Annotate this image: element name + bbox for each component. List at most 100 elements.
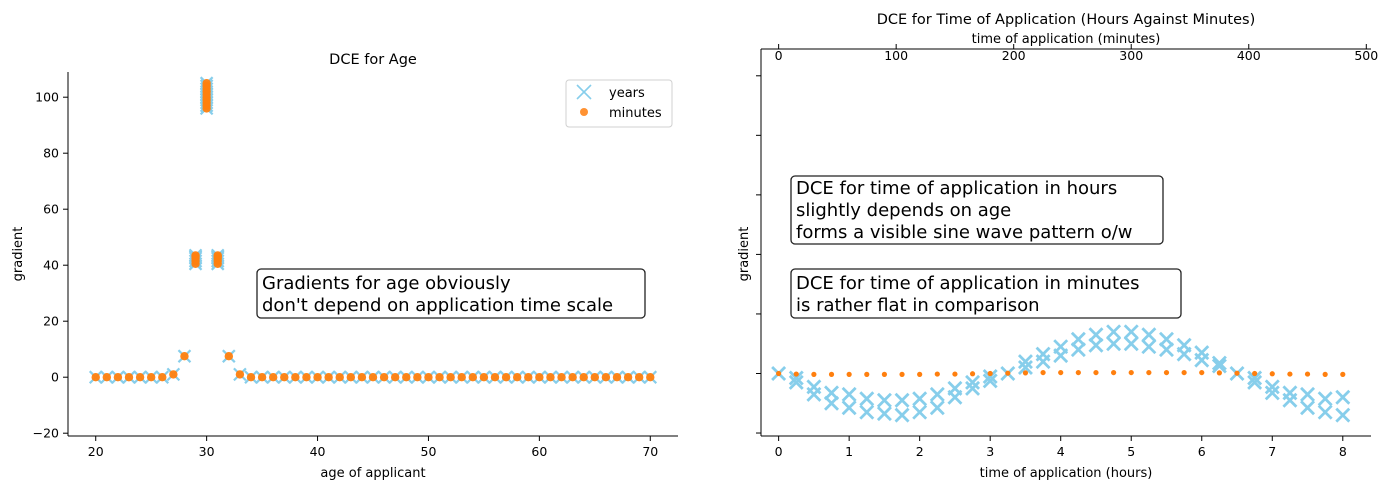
hours-point (1017, 354, 1033, 370)
time-chart-title: DCE for Time of Application (Hours Again… (877, 12, 1255, 28)
x-tick-label: 4 (1057, 444, 1065, 459)
age-chart-legend: years minutes (565, 79, 673, 128)
x-tick-label: 5 (1127, 444, 1135, 459)
age-annotation-line-2: don't depend on application time scale (262, 295, 613, 316)
x-tick-label: 60 (531, 444, 547, 459)
x-tick-label: 7 (1268, 444, 1276, 459)
hours-point (1053, 339, 1069, 355)
minutes-point (1075, 369, 1081, 376)
y-tick-label: 80 (43, 146, 59, 161)
minutes-point (881, 371, 888, 377)
top-x-tick-label: 200 (1002, 48, 1026, 63)
minutes-point (1093, 369, 1099, 376)
hours-point (1300, 386, 1316, 402)
minutes-point (302, 373, 311, 382)
minutes-point (917, 371, 923, 377)
hours-point (965, 374, 981, 390)
minutes-point (1340, 371, 1346, 377)
minutes-point (1163, 369, 1170, 376)
hours-point (982, 373, 998, 389)
minutes-point (634, 373, 644, 382)
x-tick-label: 30 (199, 444, 215, 459)
minutes-point (457, 373, 466, 382)
minutes-point (158, 373, 167, 382)
minutes-point (535, 373, 544, 382)
minutes-point (1058, 369, 1064, 376)
y-tick-label: 60 (43, 202, 59, 217)
minutes-point (934, 371, 940, 377)
minutes-point (413, 373, 422, 382)
minutes-point (324, 373, 333, 382)
minutes-point (135, 373, 145, 382)
x-tick-label: 2 (916, 444, 924, 459)
minutes-point (246, 373, 256, 382)
hours-point (876, 392, 892, 408)
minutes-point (846, 371, 852, 377)
minutes-point (546, 373, 555, 382)
time-chart-y-ticks (756, 75, 761, 434)
x-tick-label: 1 (845, 444, 853, 459)
minutes-point (268, 373, 278, 382)
hours-point (859, 404, 875, 420)
minutes-point (864, 371, 870, 377)
minutes-point (512, 373, 522, 382)
hours-point (806, 386, 822, 402)
x-tick-label: 8 (1339, 444, 1347, 459)
hours-point (894, 392, 910, 408)
hours-point (1211, 358, 1227, 374)
minutes-point (146, 373, 156, 382)
hours-point (788, 370, 804, 386)
minutes-point (280, 373, 289, 382)
minutes-point (313, 373, 322, 382)
x-tick-label: 6 (1198, 444, 1206, 459)
minutes-annotation-line-2: is rather flat in comparison (796, 295, 1040, 316)
hours-point (965, 380, 981, 396)
minutes-point (479, 373, 489, 382)
hours-point (1176, 337, 1192, 353)
minutes-point (776, 370, 782, 377)
minutes-point (1234, 370, 1240, 376)
x-tick-label: 0 (775, 444, 783, 459)
x-tick-label: 20 (88, 444, 104, 459)
hours-point (1194, 345, 1210, 361)
age-chart-y-ticks: −20 0 20 40 60 80 100 (33, 90, 68, 441)
minutes-point (124, 373, 134, 382)
hours-point (1141, 339, 1157, 355)
minutes-point (1005, 370, 1011, 376)
minutes-point (952, 371, 958, 377)
legend-minutes-marker-icon (580, 108, 588, 116)
hours-point (1211, 355, 1227, 371)
minutes-point (646, 373, 655, 382)
minutes-point (969, 371, 976, 377)
time-chart-annotation-hours: DCE for time of application in hours sli… (790, 175, 1164, 245)
hours-point (1070, 331, 1086, 347)
hours-point (1247, 374, 1263, 390)
time-chart-annotation-minutes: DCE for time of application in minutes i… (790, 268, 1182, 319)
hours-point (1088, 327, 1104, 343)
minutes-point (213, 251, 222, 260)
y-tick-label: 20 (43, 314, 59, 329)
hours-point (876, 406, 892, 422)
minutes-point (379, 373, 389, 382)
minutes-point (235, 370, 245, 379)
minutes-point (793, 371, 799, 377)
hours-point (1106, 324, 1122, 340)
y-tick-label: 0 (51, 370, 59, 385)
minutes-point (623, 373, 633, 382)
age-annotation-line-1: Gradients for age obviously (262, 273, 511, 294)
minutes-point (987, 370, 993, 377)
y-tick-label: 100 (35, 90, 59, 105)
hours-point (1035, 346, 1051, 362)
minutes-point (257, 373, 267, 382)
minutes-point (557, 373, 566, 382)
top-x-tick-label: 400 (1237, 48, 1261, 63)
minutes-point (899, 371, 905, 377)
legend-years-marker-icon (576, 84, 592, 100)
minutes-point (202, 79, 211, 88)
age-chart-annotation: Gradients for age obviously don't depend… (256, 268, 646, 319)
minutes-point (828, 371, 835, 377)
minutes-point (224, 352, 234, 361)
minutes-point (1111, 369, 1117, 376)
hours-annotation-line-2: slightly depends on age (796, 200, 1011, 221)
